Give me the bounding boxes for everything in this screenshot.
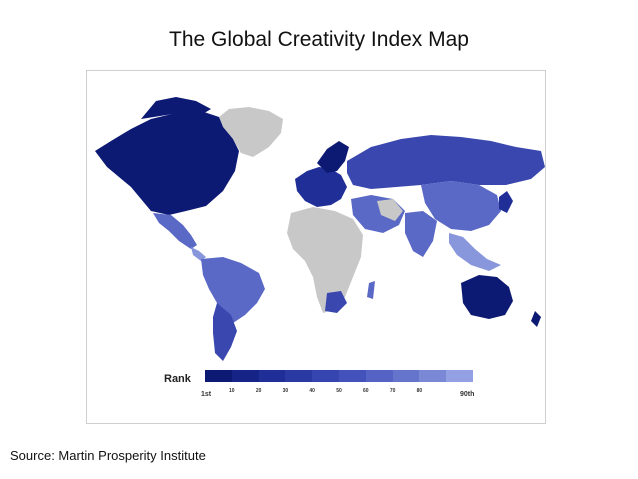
region-south-america-south (213, 303, 237, 361)
legend-tick-label: 40 (309, 388, 315, 394)
legend-swatch (258, 370, 286, 382)
world-map (95, 97, 545, 361)
legend-tick-label: 20 (255, 388, 262, 394)
region-australia (461, 275, 513, 319)
legend-swatch (365, 370, 393, 382)
region-russia (347, 135, 545, 189)
region-central-america (191, 247, 206, 261)
region-greenland (219, 107, 283, 157)
legend-swatch (392, 370, 420, 382)
region-new-zealand (531, 311, 541, 327)
region-canada-north (141, 97, 211, 119)
region-southeast-asia (449, 233, 501, 271)
region-south-africa (325, 291, 347, 313)
legend-tick-label: 80 (416, 388, 423, 394)
legend-start-label: 1st (201, 391, 212, 398)
legend-swatch (205, 370, 232, 382)
region-scandinavia (317, 141, 349, 173)
legend-swatch (446, 370, 473, 382)
legend-tick-label: 70 (389, 388, 396, 394)
legend-end-label: 90th (460, 391, 475, 398)
legend-tick-label: 60 (363, 388, 369, 394)
legend-swatch (312, 370, 339, 382)
legend-ticks: 10 20 30 40 50 60 70 80 (205, 385, 473, 399)
legend-title: Rank (164, 373, 191, 385)
region-south-america-north (201, 257, 265, 323)
legend-swatch (419, 370, 447, 382)
region-china (421, 181, 501, 231)
region-mexico (153, 213, 197, 249)
legend-swatch (338, 370, 366, 382)
source-caption: Source: Martin Prosperity Institute (10, 448, 206, 463)
region-africa (287, 207, 363, 313)
map-title: The Global Creativity Index Map (169, 28, 469, 51)
region-japan-korea (499, 191, 513, 213)
region-madagascar (367, 281, 375, 299)
legend-swatch (231, 370, 259, 382)
legend-tick-label: 10 (229, 388, 235, 394)
legend-tick-label: 50 (336, 388, 342, 394)
region-iran (377, 199, 403, 221)
region-north-america (95, 111, 239, 215)
region-europe-west (295, 167, 347, 207)
map-frame (86, 70, 546, 424)
legend-color-bar (205, 370, 473, 382)
region-india (405, 211, 437, 257)
legend-tick-label: 30 (282, 388, 289, 394)
legend-swatch (285, 370, 313, 382)
